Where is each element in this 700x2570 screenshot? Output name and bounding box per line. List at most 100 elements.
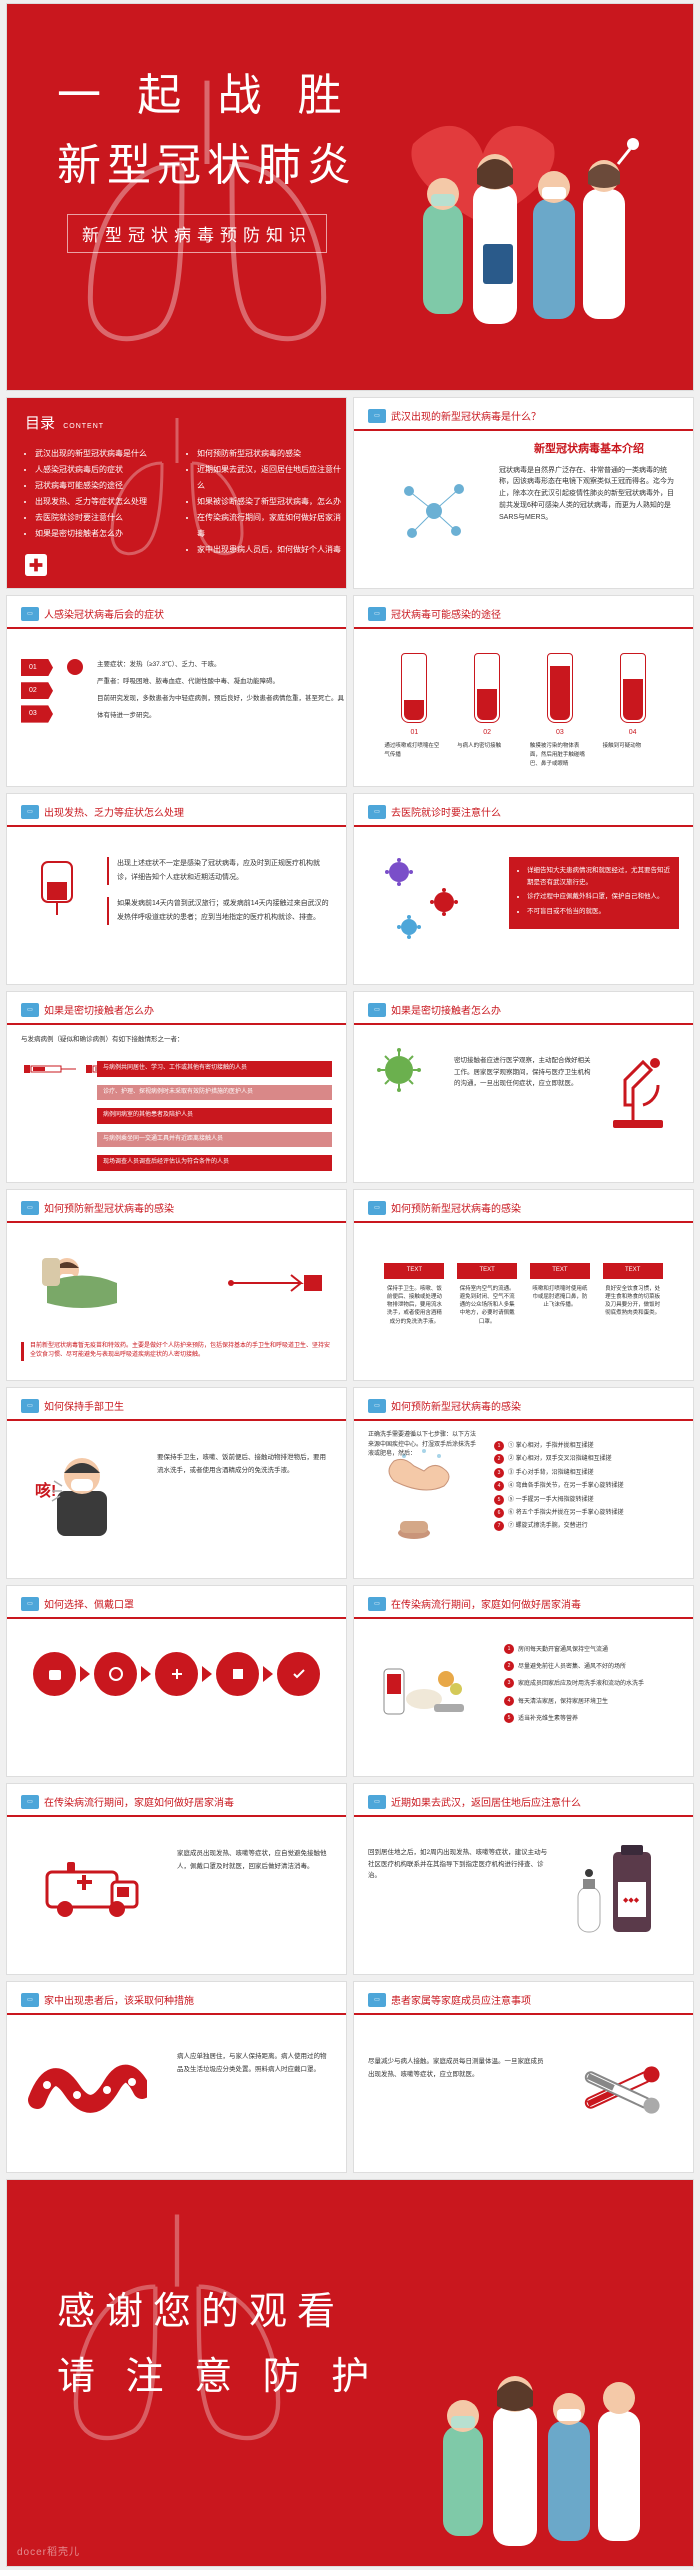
bottle-4: [620, 653, 646, 723]
green-virus-icon: [374, 1045, 424, 1095]
slide-title-text: 去医院就诊时要注意什么: [391, 804, 501, 819]
slide-title-text: 如何选择、佩戴口罩: [44, 1596, 134, 1611]
slide-title-text: 如何保持手部卫生: [44, 1398, 124, 1413]
mask-step-4: [216, 1652, 259, 1696]
arrow-02: 02: [21, 682, 53, 699]
slide-title-text: 如何预防新型冠状病毒的感染: [391, 1398, 521, 1413]
ending-slide: 感谢您的观看 请 注 意 防 护 docer稻壳儿: [6, 2179, 694, 2567]
slide-family: ▭患者家属等家庭成员应注意事项 尽量减少与病人接触。家庭成员每日测量体温。一旦家…: [353, 1981, 694, 2173]
slide-title-text: 出现发热、乏力等症状怎么处理: [44, 804, 184, 819]
ending-doctors-illustration: [413, 2336, 663, 2566]
slide-title-text: 家中出现患者后，该采取何种措施: [44, 1992, 194, 2007]
slide-hospital: ▭去医院就诊时要注意什么 详细告知大夫患病情况和就医经过，尤其要告知近期是否有武…: [353, 793, 694, 985]
mask-step-5: [277, 1652, 320, 1696]
contact-bar-4: 与病例乘坐同一交通工具并有近距离接触人员: [97, 1132, 332, 1148]
intro-heading: 新型冠状病毒基本介绍: [499, 441, 679, 459]
slide-title-text: 如何预防新型冠状病毒的感染: [44, 1200, 174, 1215]
hand-steps-list: 1① 掌心相对，手指并拢相互揉搓 2② 掌心相对，双手交叉沿指缝相互揉搓 3③ …: [494, 1441, 679, 1535]
slide-title-text: 近期如果去武汉，返回居住地后应注意什么: [391, 1794, 581, 1809]
prevent-footer: 目前新型冠状病毒暂无疫苗和特效药。主要是做好个人防护来预防，包括保持基本的手卫生…: [21, 1342, 332, 1361]
pbox-1: 保持手卫生。咳嗽、饭前便后、接触或处理动物排泄物后，要用流水洗手，或者使用含酒精…: [384, 1285, 444, 1326]
slide-disinfect1: ▭在传染病流行期间，家庭如何做好居家消毒 1房间每天勤开窗通风保持空气流通 2尽…: [353, 1585, 694, 1777]
slide-prevent2: ▭如何预防新型冠状病毒的感染 TEXT保持手卫生。咳嗽、饭前便后、接触或处理动物…: [353, 1189, 694, 1381]
slide-title-text: 在传染病流行期间，家庭如何做好居家消毒: [391, 1596, 581, 1611]
bottle-3: [547, 653, 573, 723]
arrow-01: 01: [21, 659, 53, 676]
disinfect-list: 1房间每天勤开窗通风保持空气流通 2尽量避免前往人员密集、通风不好的场所 3家庭…: [504, 1644, 679, 1730]
hospital-notice-box: 详细告知大夫患病情况和就医经过，尤其要告知近期是否有武汉旅行史。诊疗过程中应佩戴…: [509, 857, 679, 929]
fever-text-1: 出现上述症状不一定是感染了冠状病毒，应及时到正规医疗机构就诊，详细告知个人症状和…: [107, 857, 332, 885]
slide-disinfect2: ▭在传染病流行期间，家庭如何做好居家消毒 家庭成员出现发热、咳嗽等症状，应自觉避…: [6, 1783, 347, 1975]
arrow-flow-icon: [226, 1253, 326, 1313]
contact-bar-1: 与病例共同居住、学习、工作或其他有密切接触的人员: [97, 1061, 332, 1077]
slide-mask: ▭如何选择、佩戴口罩: [6, 1585, 347, 1777]
toc-right-list: 如何预防新型冠状病毒的感染近期如果去武汉，返回居住地后应注意什么如果被诊断感染了…: [187, 446, 346, 558]
bottle-2: [474, 653, 500, 723]
toc-slide: 目录 CONTENT 武汉出现的新型冠状病毒是什么人感染冠状病毒后的症状冠状病毒…: [6, 397, 347, 589]
badge-icon: ▭: [368, 409, 386, 423]
family-text: 尽量减少与病人接触。家庭成员每日测量体温。一旦家庭成员出现发热、咳嗽等症状，应立…: [368, 2055, 548, 2081]
contact-bar-3: 病例同病室的其他患者及陪护人员: [97, 1108, 332, 1124]
slide-title-text: 冠状病毒可能感染的途径: [391, 606, 501, 621]
mask-step-3: [155, 1652, 198, 1696]
pbox-2: 保持室内空气的流通。避免到封闭、空气不流通的公众场所和人多集中地方，必要时请佩戴…: [457, 1285, 517, 1326]
slide-patient-home: ▭家中出现患者后，该采取何种措施 病人应单独居住，与家人保持距离。病人使用过的物…: [6, 1981, 347, 2173]
contact-subtitle: 与发病病例（疑似和确诊病例）有如下接触情形之一者：: [21, 1035, 332, 1045]
microscope-icon: [603, 1045, 673, 1135]
slide-title-text: 如何预防新型冠状病毒的感染: [391, 1200, 521, 1215]
symptom-3: 目前研究发现，多数患者为中轻症病例，预后良好，少数患者病情危重，甚至死亡。具体有…: [97, 691, 346, 725]
ending-title-2: 请 注 意 防 护: [57, 2345, 379, 2400]
patient-home-text: 病人应单独居住，与家人保持距离。病人使用过的物品及生活垃圾应分类处置。照料病人时…: [177, 2050, 332, 2076]
molecule-icon: [394, 471, 474, 551]
intro-text: 冠状病毒是自然界广泛存在、非常普通的一类病毒的统称，因该病毒形态在电镜下观察类似…: [499, 465, 679, 524]
medicine-bottles-icon: ◆◆◆: [563, 1837, 673, 1947]
cough-text: 要保持手卫生，咳嗽、饭前便后、接触动物排泄物后，要用流水洗手，或者使用含酒精成分…: [157, 1451, 332, 1477]
soap-icon: [394, 1511, 434, 1541]
sick-person-icon: [37, 1248, 127, 1318]
watermark: docer稻壳儿: [17, 2543, 80, 2558]
virus-icons: [374, 847, 494, 947]
cover-title-1: 一 起 战 胜: [57, 59, 354, 123]
slide-routes: ▭冠状病毒可能感染的途径 01020304 通过咳嗽或打喷嚏在空气传播与病人的密…: [353, 595, 694, 787]
slide-title-text: 在传染病流行期间，家庭如何做好居家消毒: [44, 1794, 234, 1809]
slide-intro: ▭ 武汉出现的新型冠状病毒是什么？ 新型冠状病毒基本介绍 冠状病毒是自然界广泛存在…: [353, 397, 694, 589]
thermometer-icon: [67, 659, 83, 675]
slide-prevent1: ▭如何预防新型冠状病毒的感染 目前新型冠状病毒暂无疫苗和特效药。主要是做好个人防…: [6, 1189, 347, 1381]
slide-title-text: 如果是密切接触者怎么办: [391, 1002, 501, 1017]
bacteria-chain-icon: [27, 2040, 147, 2130]
slide-symptoms: ▭人感染冠状病毒后会的症状 01 02 03 主要症状：发热（≥37.3℃）、乏…: [6, 595, 347, 787]
contact2-text: 密切接触者应进行医学观察，主动配合做好相关工作。居家医学观察期间，保持与医疗卫生…: [454, 1055, 594, 1090]
iv-bag-icon: [37, 857, 77, 917]
slide-title-text: 患者家属等家庭成员应注意事项: [391, 1992, 531, 2007]
slide-contact1: ▭如果是密切接触者怎么办 与发病病例（疑似和确诊病例）有如下接触情形之一者： 与…: [6, 991, 347, 1183]
svg-text:◆◆◆: ◆◆◆: [623, 1897, 640, 1904]
cover-slide: 一 起 战 胜 新型冠状肺炎 新型冠状病毒预防知识: [6, 3, 694, 391]
contact-bar-5: 现场调查人员调查后经评估认为符合条件的人员: [97, 1155, 332, 1171]
slide-title-text: 武汉出现的新型冠状病毒是什么？: [391, 408, 541, 423]
mask-step-1: [33, 1652, 76, 1696]
symptom-2: 严重者：呼吸困难、脓毒血症、代谢性酸中毒、凝血功能障碍。: [97, 674, 346, 691]
cross-icon: [25, 554, 47, 576]
bottle-1: [401, 653, 427, 723]
toc-heading: 目录 CONTENT: [25, 412, 104, 433]
wuhan-text: 回到居住地之后，如2周内出现发热、咳嗽等症状，建议主动与社区医疗机构联系并在其指…: [368, 1847, 548, 1882]
cough-person-icon: 咳!: [27, 1441, 127, 1541]
contact-bar-2: 诊疗、护理、探视病例时未采取有效防护措施的医护人员: [97, 1085, 332, 1101]
toc-left-list: 武汉出现的新型冠状病毒是什么人感染冠状病毒后的症状冠状病毒可能感染的途径 出现发…: [25, 446, 147, 542]
hands-subtitle: 正确洗手需要遵循以下七步骤：以下方法来源中国疾控中心。打湿双手后涂抹洗手液或肥皂…: [368, 1431, 478, 1460]
slide-wuhan: ▭近期如果去武汉，返回居住地后应注意什么 回到居住地之后，如2周内出现发热、咳嗽…: [353, 1783, 694, 1975]
slide-title-text: 如果是密切接触者怎么办: [44, 1002, 154, 1017]
ambulance-icon: [37, 1847, 147, 1927]
slide-fever: ▭出现发热、乏力等症状怎么处理 出现上述症状不一定是感染了冠状病毒，应及时到正规…: [6, 793, 347, 985]
ambulance-text: 家庭成员出现发热、咳嗽等症状，应自觉避免接触他人，佩戴口罩及时就医，回家后做好清…: [177, 1847, 332, 1873]
slide-contact2: ▭如果是密切接触者怎么办 密切接触者应进行医学观察，主动配合做好相关工作。居家医…: [353, 991, 694, 1183]
pbox-4: 良好安全饮食习惯，处理生食和熟食的切菜板及刀具要分开，做饭时彻底煮熟肉类和蛋类。: [603, 1285, 663, 1318]
ending-title-1: 感谢您的观看: [57, 2280, 345, 2335]
disinfect-items-icon: [374, 1649, 474, 1729]
fever-text-2: 如果发病前14天内曾到武汉旅行；或发病前14天内接触过来自武汉的发热伴呼吸道症状…: [107, 897, 332, 925]
cover-title-2: 新型冠状肺炎: [57, 129, 357, 193]
arrow-03: 03: [21, 705, 53, 722]
doctors-illustration: [383, 94, 663, 354]
symptom-1: 主要症状：发热（≥37.3℃）、乏力、干咳。: [97, 657, 346, 674]
slide-hands: ▭如何预防新型冠状病毒的感染 正确洗手需要遵循以下七步骤：以下方法来源中国疾控中…: [353, 1387, 694, 1579]
